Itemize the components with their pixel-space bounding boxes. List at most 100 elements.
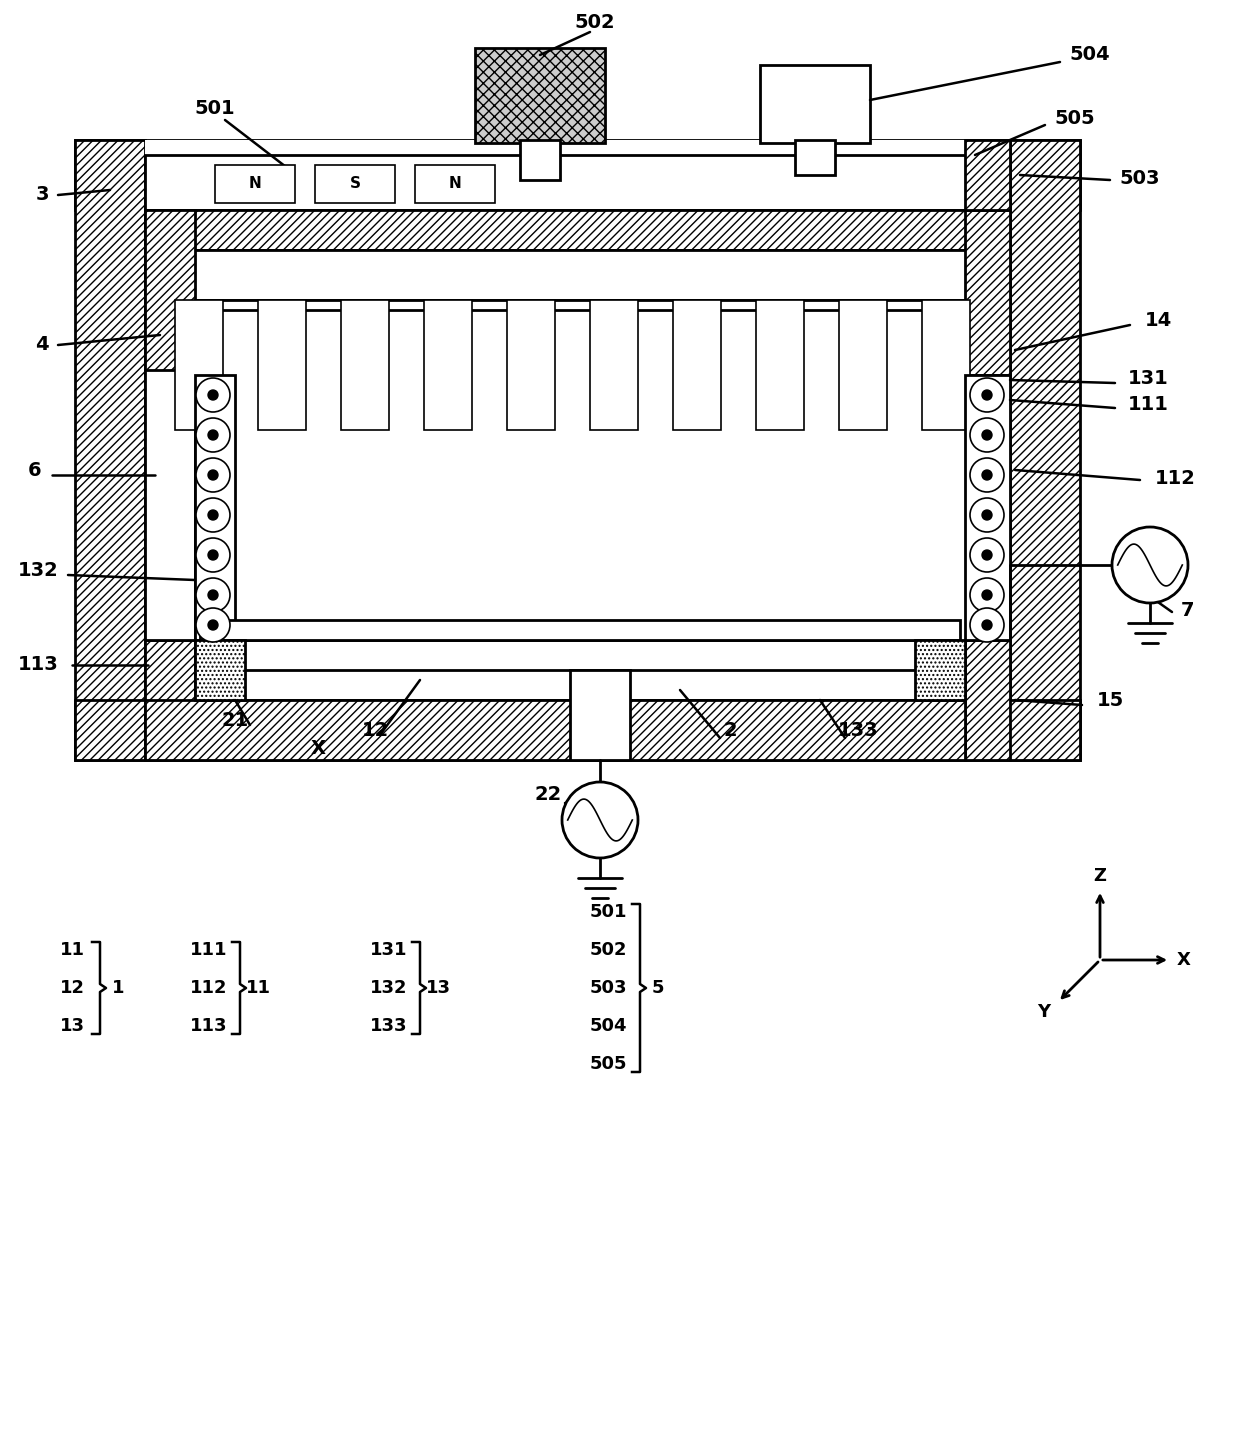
Text: 4: 4 [35,336,48,355]
Circle shape [970,459,1004,492]
Text: 131: 131 [370,941,408,959]
Text: 503: 503 [590,980,627,997]
Text: 11: 11 [60,941,86,959]
Circle shape [196,538,229,572]
Bar [145,370,195,640]
Text: 112: 112 [1154,469,1195,488]
Text: 15: 15 [1096,690,1123,709]
Text: 503: 503 [1120,168,1161,188]
Circle shape [196,608,229,642]
Circle shape [970,418,1004,451]
Circle shape [208,470,218,480]
Text: 12: 12 [361,721,388,739]
Circle shape [970,608,1004,642]
Circle shape [208,590,218,601]
Circle shape [208,509,218,519]
Bar [145,640,195,760]
Text: 13: 13 [60,1017,86,1035]
Bar [923,300,970,430]
Bar [673,300,720,430]
Text: 502: 502 [590,941,627,959]
Text: 113: 113 [17,655,58,674]
Bar [145,210,1011,250]
Text: Z: Z [1094,867,1106,886]
Bar [756,300,804,430]
Bar [145,250,1011,300]
Circle shape [208,391,218,399]
Text: 504: 504 [590,1017,627,1035]
Circle shape [970,538,1004,572]
Circle shape [970,378,1004,412]
Bar [195,375,236,640]
Text: 505: 505 [590,1055,627,1074]
Text: Y: Y [1038,1003,1050,1022]
Bar [200,619,960,640]
Text: 132: 132 [17,560,58,579]
Bar [74,140,145,760]
Bar [74,700,1080,760]
Text: 131: 131 [1127,369,1168,388]
Bar [315,165,396,203]
Text: 7: 7 [1182,601,1195,619]
Text: 2: 2 [723,721,737,739]
Circle shape [1112,527,1188,603]
Text: 13: 13 [425,980,450,997]
Circle shape [196,577,229,612]
Bar [145,210,195,375]
Text: 505: 505 [1055,109,1095,127]
Text: 111: 111 [190,941,227,959]
Bar [74,140,1080,210]
Text: 501: 501 [590,903,627,920]
Text: 12: 12 [60,980,86,997]
Bar [965,140,1011,210]
Bar [590,300,639,430]
Text: 501: 501 [195,98,236,117]
Bar [760,65,870,143]
Text: 132: 132 [370,980,408,997]
Circle shape [982,550,992,560]
Bar [1011,140,1080,760]
Circle shape [196,418,229,451]
Bar [195,640,246,700]
Circle shape [196,378,229,412]
Circle shape [208,430,218,440]
Bar [145,300,1011,310]
Bar [145,155,1011,210]
Text: 133: 133 [370,1017,408,1035]
Text: 11: 11 [246,980,270,997]
Circle shape [982,590,992,601]
Text: 113: 113 [190,1017,227,1035]
Bar [965,210,1011,375]
Text: S: S [350,177,361,191]
Text: 504: 504 [1070,45,1110,65]
Text: 1: 1 [112,980,124,997]
Bar [175,300,223,430]
Text: 14: 14 [1145,311,1172,330]
Circle shape [982,509,992,519]
Circle shape [196,459,229,492]
Bar [520,140,560,179]
Circle shape [970,577,1004,612]
Bar [965,375,1011,640]
Bar [200,640,960,670]
Bar [795,140,835,175]
Bar [507,300,556,430]
Circle shape [982,470,992,480]
Bar [839,300,887,430]
Circle shape [208,550,218,560]
Text: 22: 22 [534,786,562,805]
Bar [570,670,630,760]
Text: N: N [449,177,461,191]
Bar [215,165,295,203]
Text: 21: 21 [222,710,249,729]
Text: 6: 6 [29,460,42,479]
Text: N: N [249,177,262,191]
Text: 5: 5 [652,980,665,997]
Bar [415,165,495,203]
Bar [965,640,1011,760]
Circle shape [982,619,992,629]
Circle shape [982,391,992,399]
Bar [145,700,965,760]
Bar [341,300,389,430]
Circle shape [196,498,229,532]
